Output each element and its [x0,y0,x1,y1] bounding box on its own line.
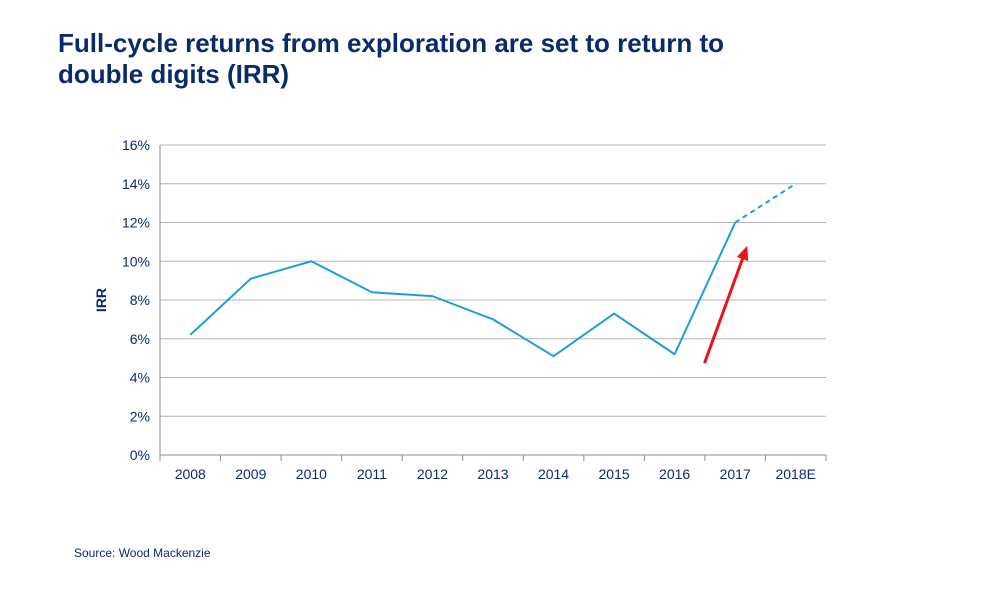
x-tick-label: 2016 [659,466,690,482]
x-tick-labels: 2008 2009 2010 2011 2012 2013 2014 2015 2016 2017… [175,466,816,482]
y-axis-title: IRR [93,288,109,312]
source-note: Source: Wood Mackenzie [74,546,211,560]
x-tick-label: 2013 [477,466,508,482]
x-tick-label: 2011 [357,466,387,482]
y-tick-label: 4% [130,370,150,386]
x-tick-label: 2009 [235,466,266,482]
series-line-irr [189,222,737,358]
title-line-2: double digits (IRR) [58,59,290,89]
x-tick-label: 2018E [775,466,815,482]
y-tick-labels: 0% 2% 4% 6% 8% 10% 12% 14% 16% [122,137,150,463]
y-tick-label: 12% [122,215,150,231]
y-tick-label: 6% [130,331,150,347]
x-tick-label: 2010 [296,466,327,482]
arrow-annotation-head [736,245,749,261]
axes [159,145,827,461]
y-tick-label: 14% [122,176,150,192]
annotations [703,245,749,364]
x-tick-label: 2012 [417,466,448,482]
arrow-annotation-shaft [703,257,744,364]
y-tick-label: 8% [130,292,150,308]
x-tick-label: 2008 [175,466,206,482]
grid-lines [160,144,826,417]
series [189,182,797,358]
x-tick-label: 2017 [720,466,751,482]
title-line-1: Full-cycle returns from exploration are … [58,28,725,58]
y-tick-label: 10% [122,253,150,269]
series-line-estimate [734,182,797,224]
y-tick-label: 2% [130,408,150,424]
x-tick-label: 2015 [599,466,630,482]
y-tick-label: 16% [122,137,150,153]
page-title: Full-cycle returns from exploration are … [58,28,818,90]
y-tick-label: 0% [130,447,150,463]
x-tick-label: 2014 [538,466,569,482]
